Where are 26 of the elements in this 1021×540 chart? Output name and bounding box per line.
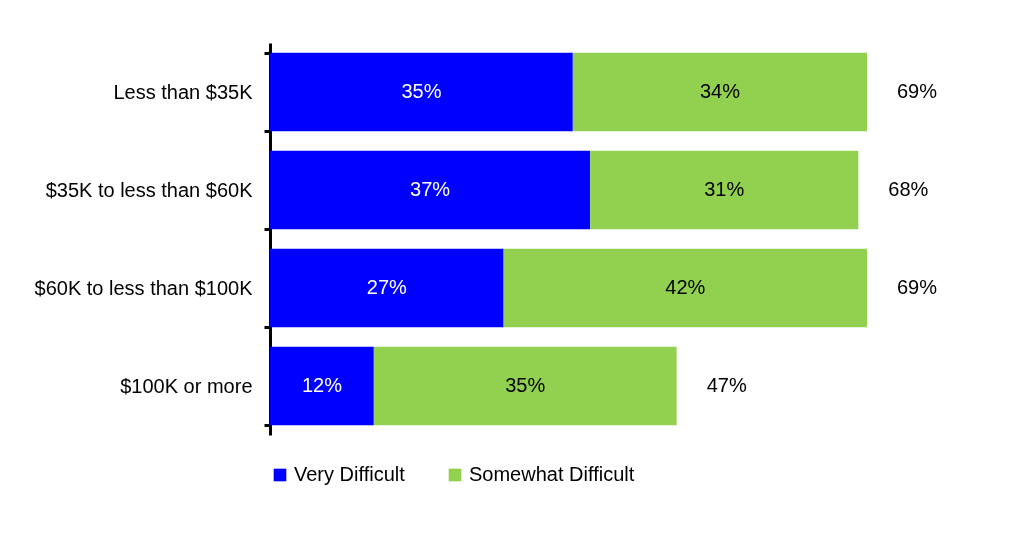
bar [270,150,591,230]
data-label: 12% [301,374,343,396]
data-label: 35% [505,374,546,396]
bar [572,52,867,132]
data-label: 37% [410,178,451,200]
y-tick-label: $100K or more [120,374,253,397]
data-label: 42% [665,276,706,298]
data-label: 35% [401,80,442,102]
total-label: 47% [706,374,747,396]
total-label: 68% [888,178,929,200]
y-tick-label: $60K to less than $100K [34,276,254,299]
legend-label: Somewhat Difficult [469,463,635,485]
y-tick-label: Less than $35K [113,80,254,103]
bar [270,52,573,132]
bar [590,150,859,230]
legend-label: Very Difficult [294,463,406,485]
data-label: 27% [366,276,408,298]
total-label: 69% [897,276,938,298]
data-label: 31% [704,178,745,200]
bar [503,248,867,328]
data-label: 34% [699,80,741,102]
bar [270,346,374,426]
y-tick-label: $35K to less than $60K [45,178,254,201]
bar [373,346,677,426]
bar [270,248,504,328]
total-label: 69% [897,80,938,102]
